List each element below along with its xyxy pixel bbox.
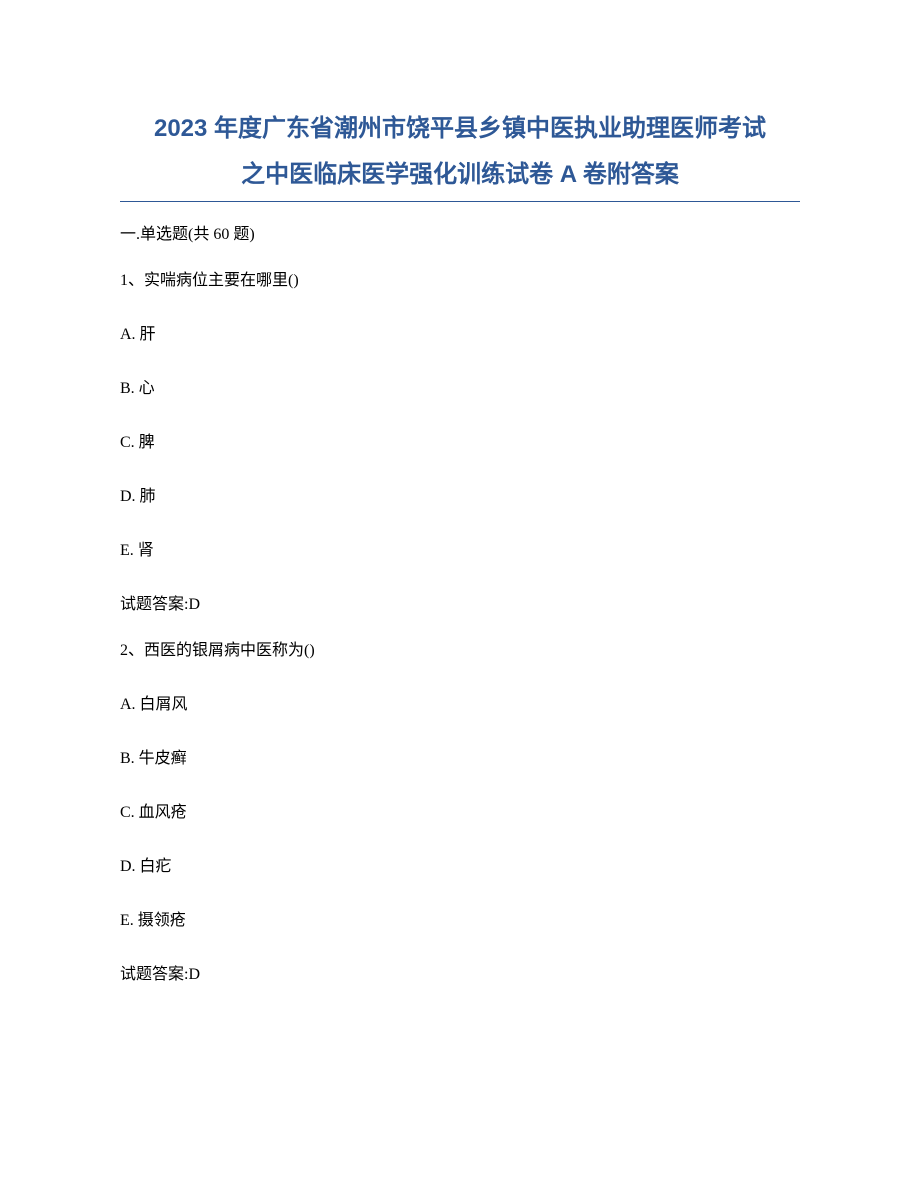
question-option: D. 白疕 [120,852,800,876]
question-option: C. 血风疮 [120,798,800,822]
question-block-2: 2、西医的银屑病中医称为() A. 白屑风 B. 牛皮癣 C. 血风疮 D. 白… [120,636,800,984]
question-stem: 1、实喘病位主要在哪里() [120,266,800,290]
section-header: 一.单选题(共 60 题) [120,220,800,244]
question-option: A. 肝 [120,320,800,344]
question-option: A. 白屑风 [120,690,800,714]
question-option: C. 脾 [120,428,800,452]
title-divider [120,201,800,202]
document-page: 2023 年度广东省潮州市饶平县乡镇中医执业助理医师考试 之中医临床医学强化训练… [0,0,920,1024]
question-option: D. 肺 [120,482,800,506]
question-option: E. 肾 [120,536,800,560]
document-title-line2: 之中医临床医学强化训练试卷 A 卷附答案 [120,156,800,194]
document-title-line1: 2023 年度广东省潮州市饶平县乡镇中医执业助理医师考试 [120,110,800,148]
question-option: E. 摄领疮 [120,906,800,930]
question-option: B. 心 [120,374,800,398]
question-answer: 试题答案:D [120,590,800,614]
question-option: B. 牛皮癣 [120,744,800,768]
question-answer: 试题答案:D [120,960,800,984]
question-stem: 2、西医的银屑病中医称为() [120,636,800,660]
question-block-1: 1、实喘病位主要在哪里() A. 肝 B. 心 C. 脾 D. 肺 E. 肾 试… [120,266,800,614]
